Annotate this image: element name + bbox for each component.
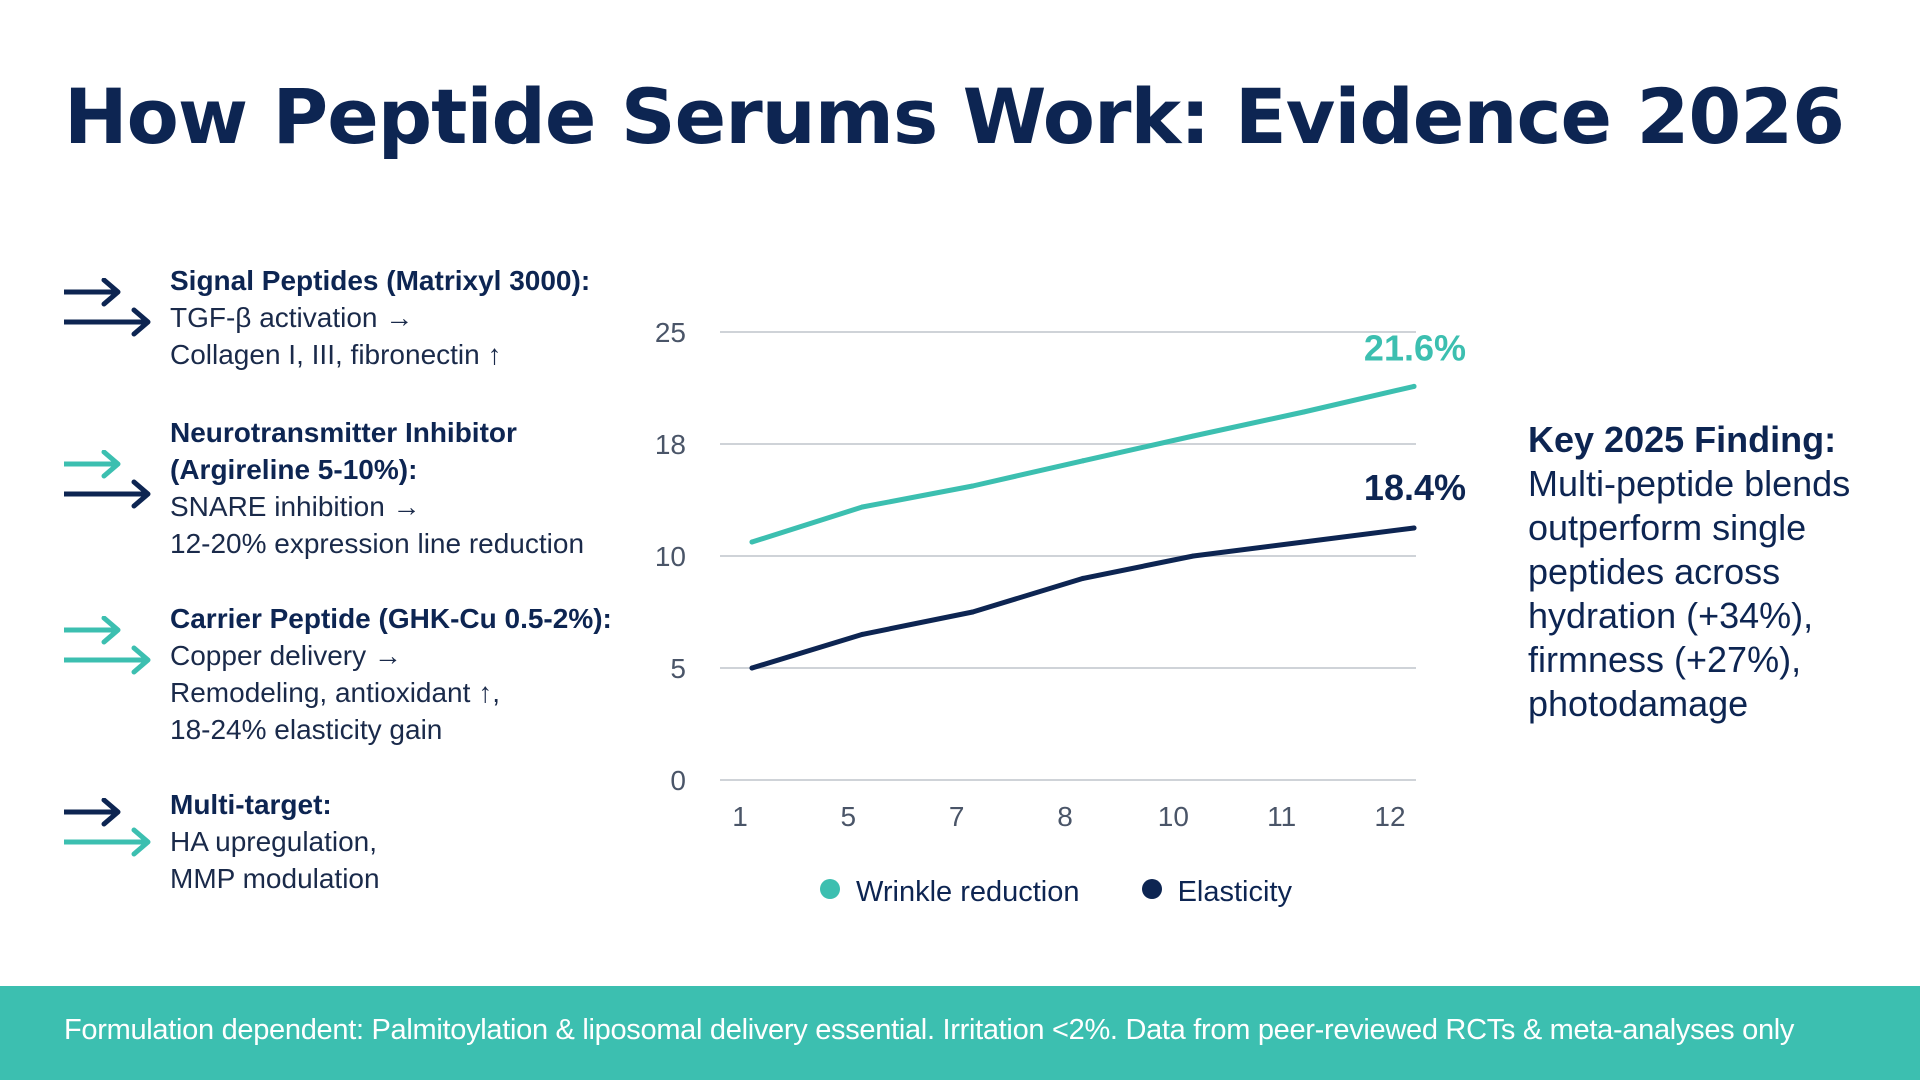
- double-arrow-icon: [64, 616, 151, 675]
- double-arrow-icon: [64, 450, 151, 509]
- x-tick-label: 8: [1057, 801, 1073, 832]
- page-title: How Peptide Serums Work: Evidence 2026: [64, 72, 1845, 161]
- double-arrow-icon: [64, 798, 151, 857]
- mechanism-line: MMP modulation: [170, 863, 380, 894]
- data-point: [1301, 409, 1307, 415]
- mechanism-heading: Neurotransmitter Inhibitor: [170, 417, 517, 448]
- data-point: [1411, 525, 1417, 531]
- data-point: [1411, 383, 1417, 389]
- mechanism-heading: Carrier Peptide (GHK-Cu 0.5-2%):: [170, 603, 612, 634]
- line-chart-svg: 0 5 10 18 25 1 5 7 8 10 11 12 21.6% 18.4%: [655, 317, 1466, 832]
- data-point: [749, 665, 755, 671]
- mechanism-text: Multi-target: HA upregulation, MMP modul…: [170, 786, 630, 897]
- mechanism-line: Collagen I, III, fibronectin ↑: [170, 339, 502, 370]
- x-tick-label: 1: [732, 801, 748, 832]
- data-point: [749, 539, 755, 545]
- data-point: [1301, 539, 1307, 545]
- mechanism-line: 18-24% elasticity gain: [170, 714, 443, 745]
- legend-label: Wrinkle reduction: [856, 876, 1080, 908]
- legend-dot-icon: [1141, 879, 1162, 899]
- legend-dot-icon: [820, 879, 840, 899]
- mechanism-line: Remodeling, antioxidant ↑,: [170, 677, 500, 708]
- x-tick-label: 10: [1158, 801, 1189, 832]
- mechanism-text: Neurotransmitter Inhibitor (Argireline 5…: [170, 414, 630, 562]
- mechanism-line: HA upregulation,: [170, 826, 378, 857]
- data-label: 21.6%: [1364, 327, 1466, 368]
- line-chart: 0 5 10 18 25 1 5 7 8 10 11 12 21.6% 18.4%: [640, 290, 1500, 850]
- data-point: [1080, 575, 1086, 581]
- key-finding-body: Multi-peptide blends outperform single p…: [1528, 463, 1851, 724]
- series-line-wrinkle: [749, 383, 1417, 545]
- mechanism-line: (Argireline 5-10%):: [170, 454, 418, 485]
- x-tick-label: 7: [949, 801, 965, 832]
- mechanism-line: Copper delivery →: [170, 640, 402, 671]
- mechanism-heading: Multi-target:: [170, 789, 332, 820]
- y-tick-label: 5: [670, 653, 686, 684]
- series-line-elasticity: [749, 525, 1417, 671]
- double-arrow-icon: [64, 278, 151, 337]
- legend-item-wrinkle: Wrinkle reduction: [820, 876, 1080, 909]
- mechanism-text: Carrier Peptide (GHK-Cu 0.5-2%): Copper …: [170, 600, 630, 748]
- mechanism-text: Signal Peptides (Matrixyl 3000): TGF-β a…: [170, 262, 630, 373]
- mechanism-line: TGF-β activation →: [170, 302, 414, 333]
- y-tick-label: 25: [655, 317, 686, 348]
- x-tick-label: 12: [1374, 801, 1405, 832]
- data-label: 18.4%: [1364, 467, 1466, 508]
- mechanism-heading: Signal Peptides (Matrixyl 3000):: [170, 265, 591, 296]
- key-finding-title: Key 2025 Finding:: [1528, 419, 1837, 460]
- legend-item-elasticity: Elasticity: [1141, 876, 1292, 909]
- y-tick-label: 18: [655, 429, 686, 460]
- footer-bar: Formulation dependent: Palmitoylation & …: [0, 986, 1920, 1080]
- data-point: [1190, 553, 1196, 559]
- data-point: [1080, 458, 1086, 464]
- chart-legend: Wrinkle reduction Elasticity: [820, 876, 1346, 909]
- data-point: [859, 631, 865, 637]
- footer-text: Formulation dependent: Palmitoylation & …: [64, 1014, 1795, 1046]
- legend-label: Elasticity: [1177, 876, 1292, 908]
- mechanism-line: SNARE inhibition →: [170, 491, 421, 522]
- x-tick-label: 11: [1267, 801, 1296, 832]
- data-point: [859, 504, 865, 510]
- key-finding: Key 2025 Finding: Multi-peptide blends o…: [1528, 418, 1908, 726]
- y-tick-label: 0: [670, 765, 686, 796]
- mechanism-line: 12-20% expression line reduction: [170, 528, 585, 559]
- data-point: [970, 609, 976, 615]
- y-tick-label: 10: [655, 541, 686, 572]
- x-tick-label: 5: [841, 801, 857, 832]
- data-point: [970, 483, 976, 489]
- data-point: [1190, 433, 1196, 439]
